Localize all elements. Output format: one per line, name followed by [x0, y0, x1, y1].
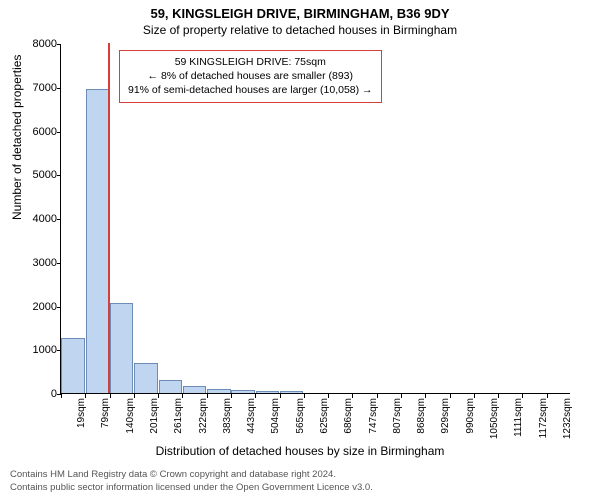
x-tick-mark [304, 394, 305, 398]
x-tick-label: 19sqm [76, 398, 87, 428]
x-tick-mark [352, 394, 353, 398]
y-tick-label: 4000 [23, 213, 57, 225]
x-tick-mark [110, 394, 111, 398]
x-tick-label: 322sqm [198, 398, 209, 434]
x-tick-label: 443sqm [246, 398, 257, 434]
x-tick-mark [474, 394, 475, 398]
annotation-box: 59 KINGSLEIGH DRIVE: 75sqm← 8% of detach… [119, 50, 382, 103]
annotation-line-1: 59 KINGSLEIGH DRIVE: 75sqm [128, 55, 373, 69]
annotation-line-2: ← 8% of detached houses are smaller (893… [128, 69, 373, 83]
chart-subtitle: Size of property relative to detached ho… [0, 21, 600, 41]
x-tick-mark [182, 394, 183, 398]
y-tick-label: 6000 [23, 126, 57, 138]
x-tick-mark [280, 394, 281, 398]
histogram-bar [207, 389, 230, 393]
x-tick-label: 504sqm [270, 398, 281, 434]
histogram-bar [159, 380, 182, 393]
y-tick-mark [57, 219, 61, 220]
y-tick-label: 0 [23, 388, 57, 400]
x-tick-mark [522, 394, 523, 398]
footer-line-1: Contains HM Land Registry data © Crown c… [10, 469, 373, 481]
y-tick-mark [57, 175, 61, 176]
x-tick-mark [450, 394, 451, 398]
histogram-bar [134, 363, 157, 393]
x-tick-mark [425, 394, 426, 398]
y-tick-mark [57, 307, 61, 308]
histogram-bar [231, 390, 254, 393]
histogram-bar [86, 89, 109, 393]
y-tick-label: 8000 [23, 38, 57, 50]
histogram-bar [61, 338, 84, 393]
histogram-bar [256, 391, 279, 393]
y-tick-label: 7000 [23, 82, 57, 94]
y-tick-mark [57, 44, 61, 45]
x-tick-mark [547, 394, 548, 398]
x-tick-label: 1050sqm [489, 398, 500, 439]
annotation-line-3: 91% of semi-detached houses are larger (… [128, 83, 373, 97]
x-tick-mark [207, 394, 208, 398]
y-axis-label: Number of detached properties [10, 55, 24, 220]
y-tick-mark [57, 88, 61, 89]
x-tick-mark [85, 394, 86, 398]
x-tick-mark [231, 394, 232, 398]
histogram-bar [280, 391, 303, 393]
x-tick-label: 261sqm [173, 398, 184, 434]
x-tick-label: 201sqm [149, 398, 160, 434]
x-axis-label: Distribution of detached houses by size … [0, 444, 600, 458]
x-tick-label: 79sqm [100, 398, 111, 428]
x-tick-label: 625sqm [319, 398, 330, 434]
y-tick-label: 2000 [23, 301, 57, 313]
x-tick-mark [377, 394, 378, 398]
y-tick-mark [57, 263, 61, 264]
chart-title: 59, KINGSLEIGH DRIVE, BIRMINGHAM, B36 9D… [0, 0, 600, 21]
x-tick-mark [61, 394, 62, 398]
x-tick-label: 990sqm [465, 398, 476, 434]
x-tick-label: 929sqm [440, 398, 451, 434]
x-tick-mark [498, 394, 499, 398]
x-tick-label: 747sqm [368, 398, 379, 434]
y-tick-mark [57, 350, 61, 351]
x-tick-label: 1172sqm [538, 398, 549, 438]
x-tick-mark [158, 394, 159, 398]
x-tick-label: 140sqm [125, 398, 136, 434]
x-tick-mark [328, 394, 329, 398]
histogram-bar [110, 303, 133, 393]
x-tick-mark [255, 394, 256, 398]
x-tick-mark [401, 394, 402, 398]
footer-line-2: Contains public sector information licen… [10, 482, 373, 494]
x-tick-mark [134, 394, 135, 398]
x-tick-label: 383sqm [222, 398, 233, 434]
y-tick-mark [57, 132, 61, 133]
x-tick-label: 1232sqm [562, 398, 573, 439]
y-tick-label: 1000 [23, 344, 57, 356]
x-tick-label: 565sqm [295, 398, 306, 434]
chart-container: 01000200030004000500060007000800019sqm79… [60, 44, 570, 394]
footer-attribution: Contains HM Land Registry data © Crown c… [10, 469, 373, 494]
x-tick-label: 807sqm [392, 398, 403, 434]
x-tick-label: 868sqm [416, 398, 427, 434]
y-tick-label: 5000 [23, 169, 57, 181]
plot-area: 01000200030004000500060007000800019sqm79… [60, 44, 570, 394]
property-marker-line [108, 43, 110, 393]
histogram-bar [183, 386, 206, 393]
x-tick-label: 1111sqm [513, 398, 524, 437]
x-tick-label: 686sqm [343, 398, 354, 434]
y-tick-label: 3000 [23, 257, 57, 269]
